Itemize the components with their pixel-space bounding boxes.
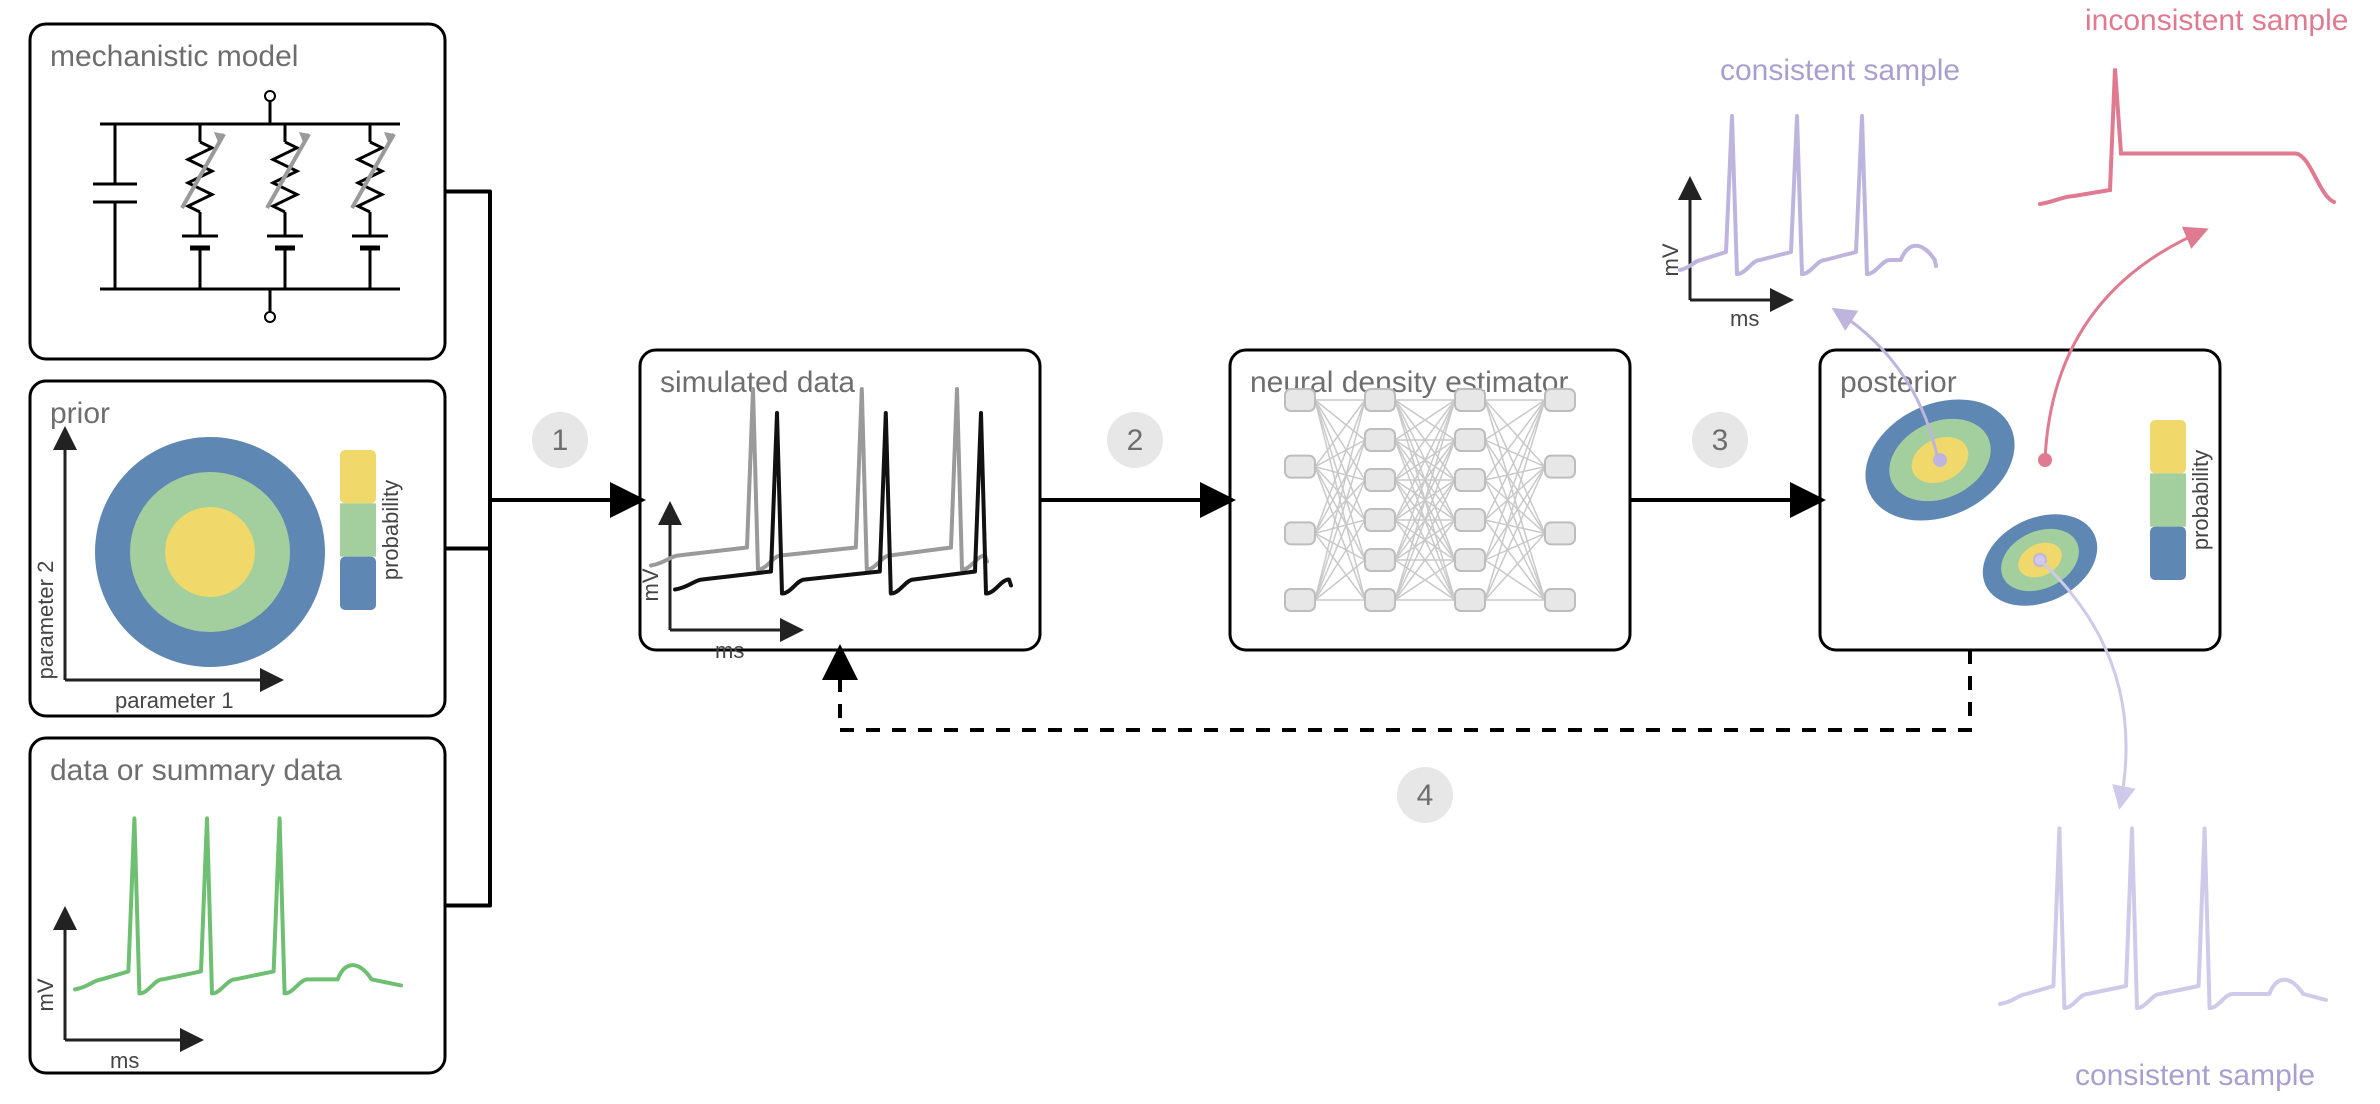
mechanistic-model-box [30,24,445,359]
feedback-arrow [840,650,1970,730]
consistent-sample-top: msmVconsistent sample [1658,54,1960,331]
mv-label-2: mV [638,568,663,601]
ms-label-2: ms [715,638,744,663]
consistent-label-bottom: consistent sample [2075,1059,2315,1092]
consistent-trace-bottom [2000,828,2326,1008]
step-number-3: 3 [1712,424,1729,457]
simulated-data-label: simulated data [660,366,855,399]
ms-label-3: ms [1730,306,1759,331]
inconsistent-trace [2040,69,2334,205]
probability-label-1: probability [378,480,403,580]
inconsistent-sample: inconsistent sample [2040,4,2348,204]
probability-label-2: probability [2188,450,2213,550]
param1-label: parameter 1 [115,688,234,713]
mechanistic-model-label: mechanistic model [50,40,298,73]
consistent-sample-bottom: consistent sample [2000,828,2326,1092]
diagram-root: mechanistic model prior data or summary da… [0,0,2380,1104]
mv-label-1: mV [33,978,58,1011]
step-number-2: 2 [1127,424,1144,457]
inconsistent-label: inconsistent sample [2085,4,2348,37]
data-box [30,738,445,1073]
consistent-label-top: consistent sample [1720,54,1960,87]
data-label: data or summary data [50,754,342,787]
consistent-trace-top [1680,116,1936,274]
ms-label-1: ms [110,1048,139,1073]
prior-label: prior [50,397,110,430]
step-number-1: 1 [552,424,569,457]
param2-label: parameter 2 [33,561,58,680]
step-number-4: 4 [1417,779,1434,812]
